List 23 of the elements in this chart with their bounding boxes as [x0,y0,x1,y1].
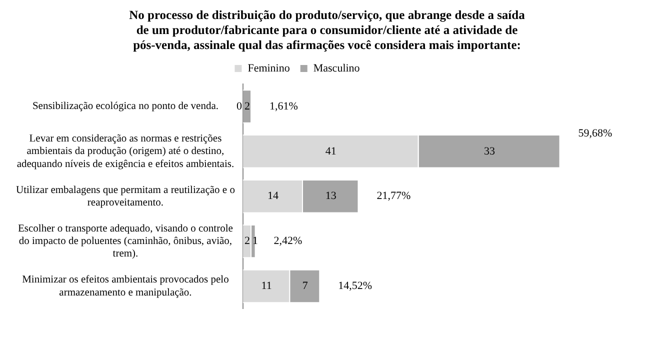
annotation: 14,52% [338,280,372,292]
data-label: 7 [302,280,308,292]
annotation: 1,61% [270,100,298,112]
chart-title: No processo de distribuição do produto/serviço, que abrange desde a saída de um produtor/fabricante para o consumidor/cliente até a atividade de pós-venda, assinale qual das afirmações você considera mais importante: [128,8,526,53]
annotation: 2,42% [274,235,302,248]
annotation: 21,77% [376,190,411,202]
data-label: 2 [244,235,250,248]
data-label: 41 [325,145,336,158]
data-label: 14 [267,190,279,202]
legend-label: Feminino [248,62,290,74]
data-label: 13 [325,190,337,202]
data-label: 1 [252,235,258,248]
legend-label: Masculino [313,62,360,74]
y-tick-label: Escolher o transporte adequado, visando o controle do impacto de poluentes (caminhão, ônibus, avião, trem). [18,223,234,260]
data-label: 2 [244,100,250,112]
y-tick-label: Minimizar os efeitos ambientais provocados pelo armazenamento e manipulação. [22,274,229,298]
data-label: 11 [261,280,272,292]
y-tick-label: Sensibilização ecológica no ponto de venda. [32,101,218,112]
annotation: 59,68% [578,127,612,140]
data-label: 0 [236,100,242,112]
data-label: 33 [484,145,496,158]
y-tick-label: Utilizar embalagens que permitam a reutilização e o reaproveitamento. [16,184,235,208]
y-tick-label: Levar em consideração as normas e restrições ambientais da produção (origem) até o destino, adequando níveis de exigência e efeitos ambientais. [16,134,234,170]
